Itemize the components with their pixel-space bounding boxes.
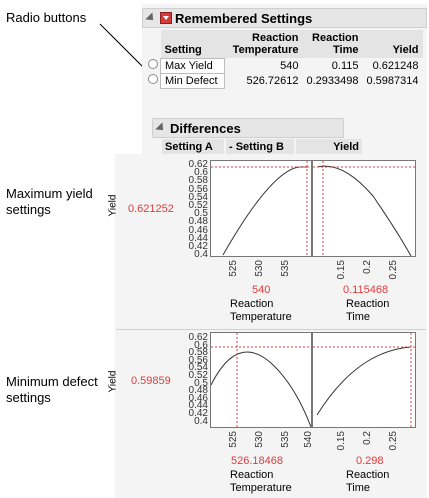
- callout-min-defect: Minimum defect settings: [6, 374, 98, 405]
- y-tick: 0.58: [188, 347, 208, 359]
- y-tick: 0.52: [188, 369, 208, 381]
- y-tick: 0.48: [188, 216, 208, 228]
- time-value-max[interactable]: 0.115468: [343, 284, 389, 296]
- setting-name-max-yield[interactable]: Max Yield: [160, 57, 225, 74]
- y-tick: 0.42: [188, 407, 208, 419]
- callout-pointer-line: [99, 23, 151, 75]
- y-tick: 0.5: [194, 377, 208, 389]
- y-tick: 0.56: [188, 354, 208, 366]
- y-tick: 0.62: [188, 159, 208, 170]
- y-tick: 0.6: [194, 167, 208, 179]
- callout-radio-buttons: Radio buttons: [6, 10, 87, 25]
- x-label-temperature: Reaction Temperature: [230, 298, 292, 323]
- current-yield-value: 0.59859: [131, 375, 171, 387]
- y-axis-label: Yield: [107, 194, 119, 217]
- temp-value-max[interactable]: 540: [252, 284, 271, 296]
- y-tick: 0.42: [188, 241, 208, 253]
- y-tick: 0.46: [188, 392, 208, 404]
- plot-max-temperature[interactable]: [210, 160, 312, 257]
- col-reaction-temperature: Reaction Temperature: [224, 30, 303, 58]
- temp-value-min[interactable]: 526.18468: [231, 455, 283, 467]
- y-ticks-min: 0.62 0.6 0.58 0.56 0.54 0.52 0.5 0.48 0.46 0.44 0.…: [180, 332, 208, 427]
- disclosure-triangle-icon[interactable]: [145, 12, 157, 24]
- y-tick: 0.48: [188, 385, 208, 397]
- y-ticks-max: 0.62 0.6 0.58 0.56 0.54 0.52 0.5 0.48 0.46 0.44 0.…: [180, 159, 208, 261]
- y-tick: 0.56: [188, 183, 208, 195]
- y-tick: 0.44: [188, 232, 208, 244]
- y-tick: 0.6: [194, 339, 208, 351]
- table-row: Min Defect 526.72612 0.2933498 0.5987314: [146, 72, 423, 89]
- radio-min-defect[interactable]: [148, 74, 158, 84]
- divider: [116, 329, 426, 330]
- differences-columns: Setting A - Setting B Yield: [162, 139, 362, 155]
- y-tick: 0.54: [188, 191, 208, 203]
- y-tick: 0.44: [188, 400, 208, 412]
- col-setting: Setting: [160, 30, 225, 58]
- x-label-temperature: Reaction Temperature: [230, 469, 292, 494]
- y-tick: 0.54: [188, 362, 208, 374]
- plot-min-temperature[interactable]: [210, 332, 312, 428]
- differences-title: Differences: [170, 120, 241, 136]
- y-tick: 0.4: [194, 415, 208, 427]
- remembered-settings-header[interactable]: Remembered Settings: [142, 8, 427, 28]
- col-reaction-time: Reaction Time: [302, 30, 363, 58]
- callout-max-yield: Maximum yield settings: [6, 186, 93, 217]
- y-tick: 0.52: [188, 200, 208, 212]
- x-label-time: Reaction Time: [346, 469, 390, 494]
- plot-min-time[interactable]: [312, 332, 416, 428]
- setting-name-min-defect[interactable]: Min Defect: [160, 72, 225, 89]
- table-row: Max Yield 540 0.115 0.621248: [146, 57, 423, 74]
- plot-max-time[interactable]: [312, 160, 416, 257]
- y-tick: 0.5: [194, 208, 208, 220]
- disclosure-triangle-icon[interactable]: [155, 122, 167, 134]
- remembered-settings-title: Remembered Settings: [175, 10, 313, 26]
- x-label-time: Reaction Time: [346, 298, 390, 323]
- y-tick: 0.58: [188, 175, 208, 187]
- radio-max-yield[interactable]: [148, 59, 158, 69]
- current-yield-value: 0.621252: [128, 203, 174, 215]
- y-axis-label: Yield: [107, 370, 119, 393]
- y-tick: 0.46: [188, 224, 208, 236]
- red-triangle-menu-icon[interactable]: [160, 12, 172, 24]
- col-yield: Yield: [362, 30, 423, 58]
- time-value-min[interactable]: 0.298: [356, 455, 384, 467]
- y-tick: 0.62: [188, 332, 208, 343]
- y-tick: 0.4: [194, 249, 208, 261]
- differences-header[interactable]: Differences: [152, 118, 344, 138]
- remembered-settings-table: Setting Reaction Temperature Reaction Ti…: [146, 30, 423, 89]
